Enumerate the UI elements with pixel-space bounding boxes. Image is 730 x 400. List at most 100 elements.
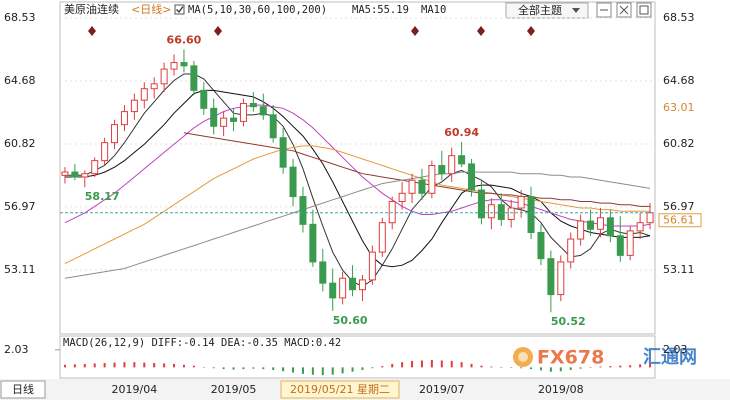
toolbar-icon[interactable] [636,2,652,18]
last-price-box [658,213,702,228]
extreme-label: 66.60 [167,34,202,47]
macd-bar [351,367,354,372]
macd-bar [242,367,245,370]
candle-body [279,137,287,168]
watermark-code: FX678 [537,347,604,369]
candle-body [646,212,654,224]
macd-bar [173,363,176,368]
event-marker[interactable] [214,26,222,36]
candle-body [636,222,644,232]
symbol: 美原油连续 [64,2,119,16]
macd-bar [133,362,136,368]
macd-bar [252,367,255,369]
y-tick-label-right: 56.97 [663,200,695,213]
macd-bar [649,363,652,368]
extreme-label: 60.94 [444,126,479,139]
macd-bar [500,367,503,368]
ma-label: MA(5,10,30,60,100,200) [188,4,327,16]
y-tick-label-right: 60.82 [663,137,695,150]
macd-bar [510,367,513,368]
candle-body [170,62,178,70]
macd-bar [430,360,433,368]
macd-bar [182,364,185,368]
candle-body [468,163,476,191]
candle-body [329,282,337,299]
extreme-label: 58.17 [85,190,120,203]
ma-line [64,171,651,279]
macd-bar [490,366,493,368]
macd-bar [103,363,106,368]
candle-body [606,217,614,237]
candle-body [71,171,79,178]
candle-body [358,279,366,291]
candle-body [368,251,376,281]
x-tick-label: 2019/08 [538,383,584,396]
macd-bar [639,364,642,368]
candle-body [448,155,456,175]
candle-body [91,160,99,175]
event-marker[interactable] [527,26,535,36]
main-frame [59,1,656,335]
macd-bar [391,363,394,368]
candle-body [309,223,317,263]
footer-period-box[interactable] [0,380,46,399]
candle-body [120,111,128,126]
candle-body [477,189,485,219]
ma-line [65,89,651,268]
y-tick-label: 56.97 [4,200,36,213]
candle-body [140,88,148,101]
macd-frame [59,335,656,379]
candle-body [398,192,406,202]
candle-body [111,124,119,144]
macd-bar [301,367,304,374]
last-price-label: 56.61 [663,214,695,227]
macd-bar [609,366,612,368]
candle-body [567,238,575,263]
macd-bar [311,367,314,375]
macd-bar [599,366,602,368]
candle-body [438,165,446,175]
macd-bar [331,367,334,375]
dropdown-arrow [572,8,580,13]
watermark-logo-inner [518,352,528,362]
candle-body [339,277,347,299]
macd-bar [619,365,622,368]
ma-checkbox[interactable] [174,4,185,15]
extreme-label: 50.60 [333,314,368,327]
macd-bar [222,367,225,370]
candle-body [220,117,228,127]
watermark-name: 汇通网 [643,347,697,368]
y-tick-label: 53.11 [4,263,36,276]
event-marker[interactable] [477,26,485,36]
macd-bar [401,362,404,368]
macd-bar [232,367,235,370]
macd-bar [163,363,166,368]
macd-bar [212,367,215,369]
event-marker[interactable] [88,26,96,36]
macd-bar [361,367,364,370]
candle-body [507,207,515,220]
macd-bar [321,367,324,376]
topic-button-label[interactable]: 全部主题 [518,3,562,17]
ma10-label: MA10 [421,4,446,16]
candle-body [61,171,69,176]
macd-bar [530,367,533,370]
candle-body [587,220,595,230]
macd-bar [411,360,414,368]
event-marker[interactable] [411,26,419,36]
footer-period[interactable]: 日线 [12,382,34,396]
macd-bar [559,367,562,372]
candle-body [81,173,89,178]
y-tick-label: 64.68 [4,74,36,87]
candle-body [190,65,198,91]
crosshair-date-box [280,380,400,399]
candle-body [249,102,257,108]
candle-body [418,179,426,194]
macd-bar [192,365,195,368]
macd-bar [460,362,463,368]
macd-bar [470,363,473,368]
candle-body [101,142,109,162]
macd-bar [83,363,86,368]
y-tick-label-right: 68.53 [663,11,695,24]
